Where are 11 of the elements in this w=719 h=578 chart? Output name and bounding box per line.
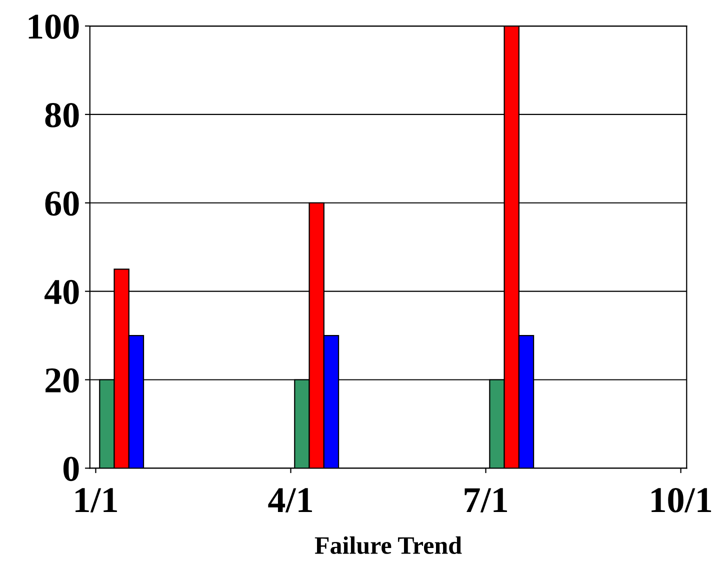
y-tick-label: 0	[63, 456, 79, 482]
x-tick-label: 1/1	[76, 488, 117, 512]
y-tick-label: 40	[44, 280, 79, 304]
x-tick-label: 7/1	[464, 488, 507, 512]
x-tick-label: 4/1	[268, 488, 312, 512]
y-tick-label: 60	[45, 191, 79, 216]
y-tick-label: 100	[28, 14, 79, 39]
y-tick-label: 80	[45, 102, 79, 128]
x-tick-label: 10/1	[652, 488, 712, 512]
y-tick-label: 20	[46, 368, 79, 393]
x-axis-title: Failure Trend	[314, 536, 462, 554]
